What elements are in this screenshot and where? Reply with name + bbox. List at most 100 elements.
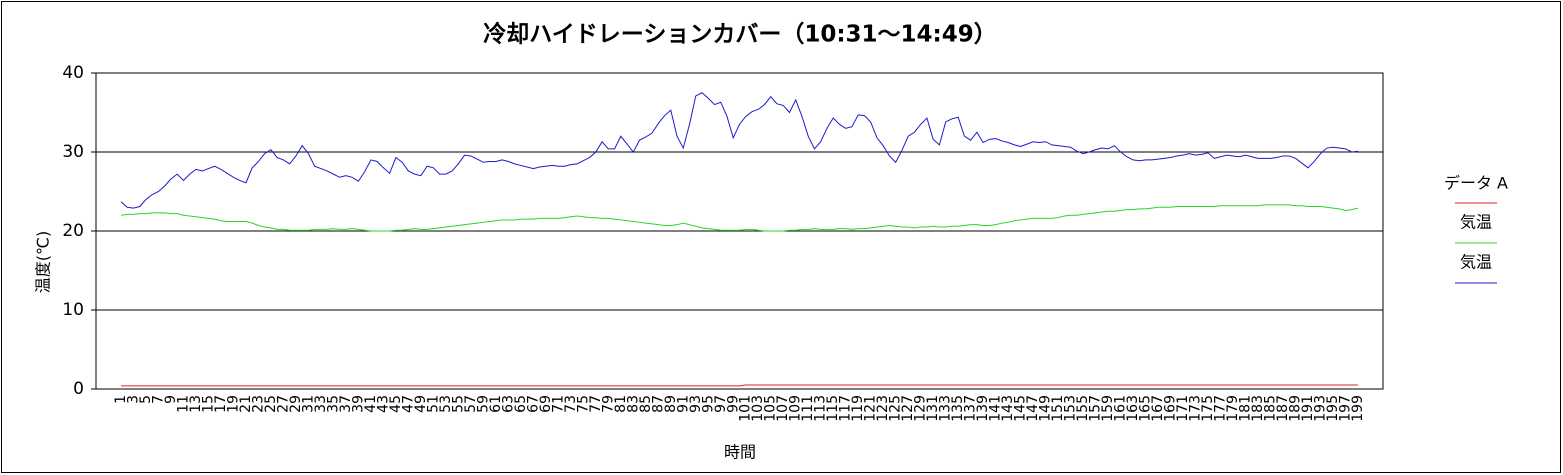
- legend-label: 気温: [1460, 213, 1492, 232]
- x-tick-label: 19: [225, 395, 241, 413]
- x-tick-label: 87: [650, 395, 666, 413]
- x-tick-label: 69: [538, 395, 554, 413]
- y-tick-label: 0: [73, 379, 84, 399]
- x-tick-label: 159: [1100, 395, 1116, 422]
- y-axis-label: 温度(℃): [34, 231, 53, 293]
- x-tick-label: 47: [400, 395, 416, 413]
- x-tick-label: 187: [1275, 395, 1291, 422]
- x-tick-label: 151: [1050, 395, 1066, 422]
- x-tick-label: 199: [1350, 395, 1366, 422]
- x-tick-label: 169: [1163, 395, 1179, 422]
- x-tick-label: 17: [213, 395, 229, 413]
- x-tick-label: 171: [1175, 395, 1191, 422]
- x-tick-label: 39: [350, 395, 366, 413]
- x-tick-label: 5: [138, 395, 154, 404]
- x-tick-label: 99: [725, 395, 741, 413]
- x-tick-label: 67: [525, 395, 541, 413]
- x-tick-label: 145: [1013, 395, 1029, 422]
- x-tick-label: 175: [1200, 395, 1216, 422]
- x-tick-label: 9: [163, 395, 179, 404]
- x-tick-label: 135: [950, 395, 966, 422]
- x-tick-label: 7: [150, 395, 166, 404]
- x-tick-label: 91: [675, 395, 691, 413]
- x-tick-label: 43: [375, 395, 391, 413]
- x-tick-label: 119: [850, 395, 866, 422]
- x-tick-label: 153: [1063, 395, 1079, 422]
- x-tick-label: 33: [313, 395, 329, 413]
- legend-label: 気温: [1460, 253, 1492, 272]
- x-tick-label: 53: [438, 395, 454, 413]
- y-tick-label: 20: [62, 221, 84, 241]
- x-tick-label: 107: [775, 395, 791, 422]
- x-tick-label: 165: [1138, 395, 1154, 422]
- x-tick-label: 155: [1075, 395, 1091, 422]
- x-tick-label: 95: [700, 395, 716, 413]
- x-tick-label: 83: [625, 395, 641, 413]
- x-tick-label: 31: [300, 395, 316, 413]
- x-tick-label: 157: [1088, 395, 1104, 422]
- x-tick-label: 117: [838, 395, 854, 422]
- x-tick-label: 3: [125, 395, 141, 404]
- x-tick-label: 185: [1263, 395, 1279, 422]
- x-tick-label: 161: [1113, 395, 1129, 422]
- x-tick-label: 41: [363, 395, 379, 413]
- x-tick-label: 25: [263, 395, 279, 413]
- x-tick-label: 191: [1300, 395, 1316, 422]
- x-tick-label: 167: [1150, 395, 1166, 422]
- x-tick-label: 61: [488, 395, 504, 413]
- x-tick-label: 59: [475, 395, 491, 413]
- x-tick-label: 147: [1025, 395, 1041, 422]
- x-tick-label: 23: [250, 395, 266, 413]
- x-tick-label: 11: [175, 395, 191, 413]
- x-tick-label: 89: [663, 395, 679, 413]
- x-tick-label: 109: [788, 395, 804, 422]
- x-tick-label: 13: [188, 395, 204, 413]
- x-tick-label: 35: [325, 395, 341, 413]
- legend-title: データ A: [1444, 174, 1508, 193]
- x-tick-label: 131: [925, 395, 941, 422]
- x-tick-label: 79: [600, 395, 616, 413]
- x-axis-label: 時間: [724, 443, 756, 462]
- x-tick-label: 137: [963, 395, 979, 422]
- x-tick-label: 111: [800, 395, 816, 422]
- x-tick-label: 81: [613, 395, 629, 413]
- data-line: [120, 92, 1359, 209]
- x-tick-label: 37: [338, 395, 354, 413]
- x-tick-label: 143: [1000, 395, 1016, 422]
- x-tick-label: 121: [863, 395, 879, 422]
- x-tick-label: 125: [888, 395, 904, 422]
- x-tick-label: 127: [900, 395, 916, 422]
- data-line: [121, 384, 1358, 387]
- x-tick-label: 189: [1288, 395, 1304, 422]
- x-tick-label: 93: [688, 395, 704, 413]
- x-tick-label: 105: [763, 395, 779, 422]
- x-tick-label: 63: [500, 395, 516, 413]
- x-tick-label: 85: [638, 395, 654, 413]
- x-tick-label: 163: [1125, 395, 1141, 422]
- x-tick-label: 193: [1313, 395, 1329, 422]
- x-tick-label: 57: [463, 395, 479, 413]
- x-tick-label: 29: [288, 395, 304, 413]
- x-tick-label: 71: [550, 395, 566, 413]
- x-tick-label: 75: [575, 395, 591, 413]
- x-tick-label: 179: [1225, 395, 1241, 422]
- x-tick-label: 21: [238, 395, 254, 413]
- x-tick-label: 77: [588, 395, 604, 413]
- x-tick-label: 173: [1188, 395, 1204, 422]
- x-tick-label: 123: [875, 395, 891, 422]
- x-tick-label: 129: [913, 395, 929, 422]
- data-line: [120, 204, 1359, 232]
- x-tick-label: 115: [825, 395, 841, 422]
- x-tick-label: 177: [1213, 395, 1229, 422]
- x-tick-label: 51: [425, 395, 441, 413]
- x-tick-label: 49: [413, 395, 429, 413]
- x-tick-label: 197: [1338, 395, 1354, 422]
- x-tick-label: 55: [450, 395, 466, 413]
- x-tick-label: 139: [975, 395, 991, 422]
- x-tick-label: 103: [750, 395, 766, 422]
- x-tick-label: 113: [813, 395, 829, 422]
- x-tick-label: 101: [738, 395, 754, 422]
- x-tick-label: 141: [988, 395, 1004, 422]
- y-tick-label: 10: [62, 300, 84, 320]
